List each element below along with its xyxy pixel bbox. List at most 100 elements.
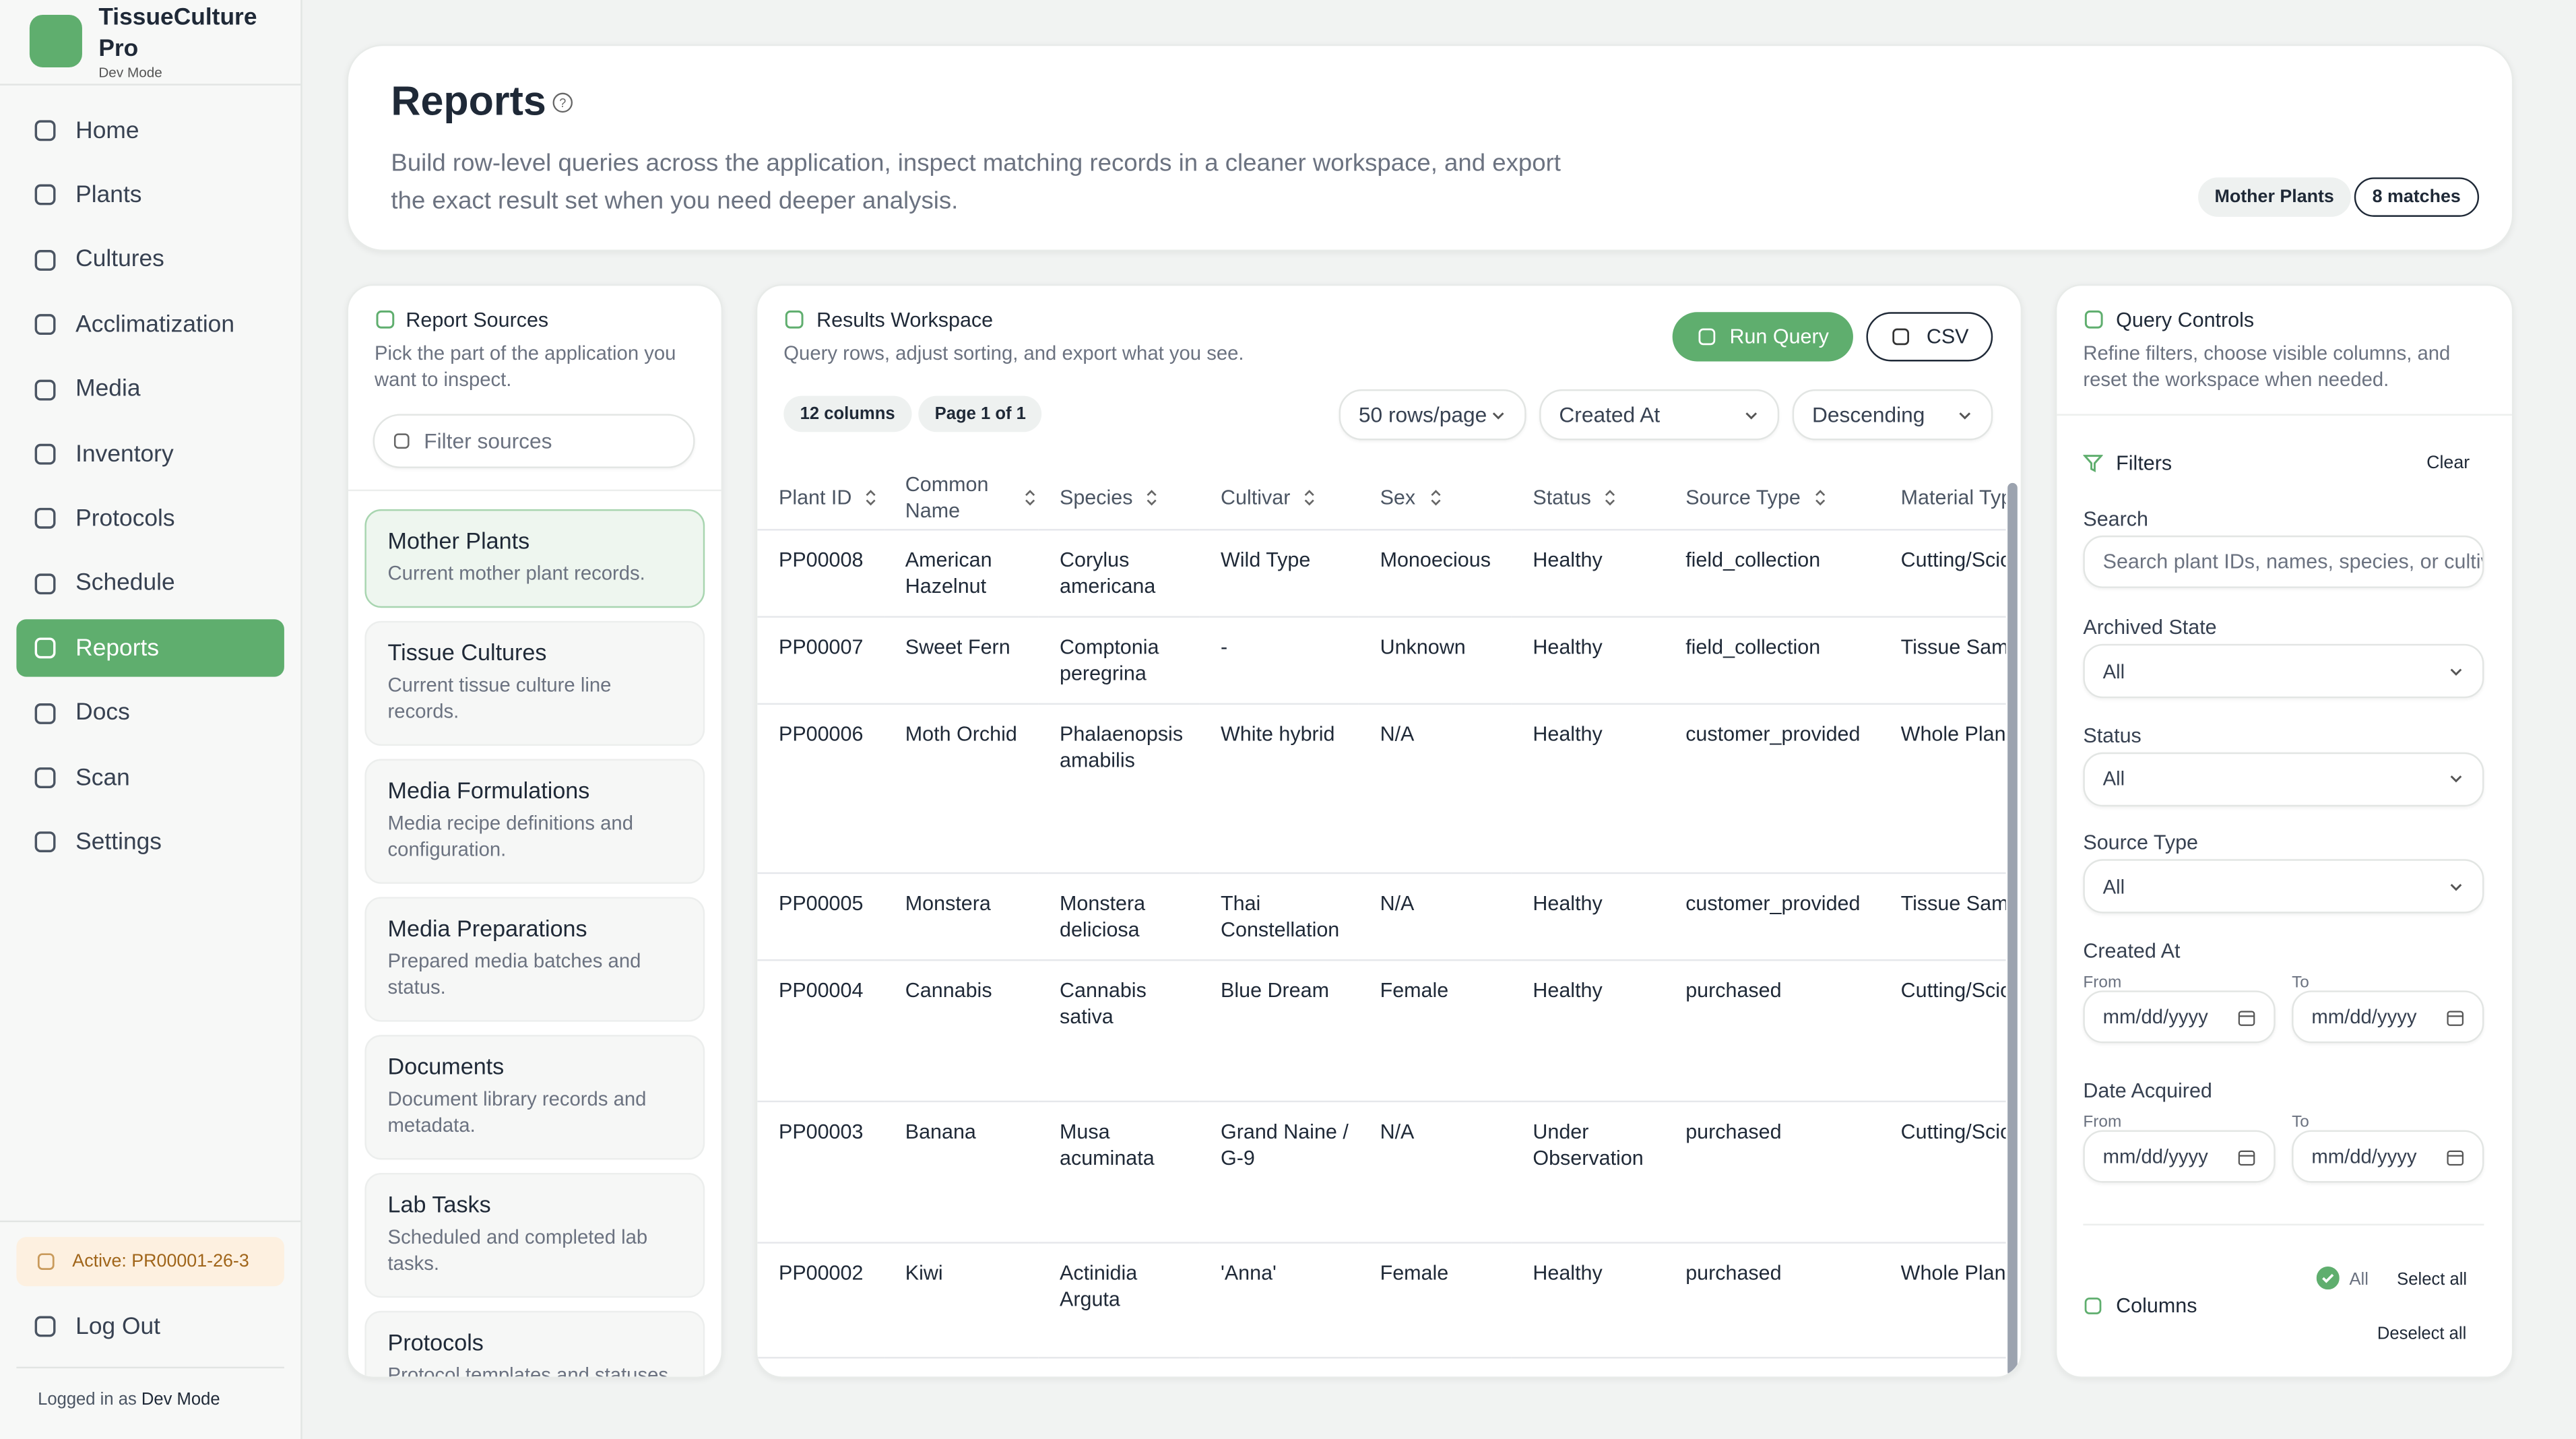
sort-icon[interactable] xyxy=(1146,488,1159,508)
nav-item[interactable]: Home xyxy=(16,102,284,159)
from-label: From xyxy=(2083,1114,2122,1132)
source-item[interactable]: Lab Tasks Scheduled and completed lab tas… xyxy=(364,1172,705,1298)
column-header[interactable]: Common Name xyxy=(884,466,1039,531)
placeholder: mm/dd/yyyy xyxy=(2102,1145,2208,1168)
logout[interactable]: Log Out xyxy=(16,1298,284,1355)
column-header[interactable]: Source Type xyxy=(1664,466,1879,531)
select[interactable]: Descending xyxy=(1792,389,1993,441)
column-header[interactable]: Sex xyxy=(1358,466,1512,531)
icon xyxy=(34,508,56,530)
nav-item[interactable]: Reports xyxy=(16,619,284,678)
table-row[interactable]: PP00003 Banana Musa acuminata Grand Naine /… xyxy=(757,1101,2006,1244)
divider xyxy=(2083,1223,2484,1226)
chevron xyxy=(2450,883,2462,891)
chevron xyxy=(1492,411,1504,419)
calendar-icon[interactable] xyxy=(2446,1008,2464,1026)
nav-item[interactable]: Media xyxy=(16,360,284,418)
sort-icon[interactable] xyxy=(1813,488,1827,508)
cell: Cutting/Scion xyxy=(1879,960,2006,1103)
icon xyxy=(34,832,56,854)
calendar-icon[interactable] xyxy=(2238,1008,2256,1026)
source-item[interactable]: Tissue Cultures Current tissue culture li… xyxy=(364,620,705,746)
table-row[interactable]: PP00007 Sweet Fern Comptonia peregrina - Unk… xyxy=(757,616,2006,705)
sort-icon[interactable] xyxy=(1023,488,1037,507)
search-input[interactable]: Search plant IDs, names, species, or cul… xyxy=(2083,535,2484,588)
logged-in: Logged in as Dev Mode xyxy=(38,1390,220,1409)
app-name: TissueCulture Pro xyxy=(98,5,257,63)
cell: White hybrid xyxy=(1199,703,1359,874)
cell: Monstera xyxy=(884,872,1039,961)
sort-icon[interactable] xyxy=(1429,488,1442,508)
card-title: Results Workspace xyxy=(816,309,994,332)
chevron xyxy=(2450,775,2462,783)
table-row[interactable]: PP00002 Kiwi Actinidia Arguta 'Anna' Female H… xyxy=(757,1242,2006,1359)
icon xyxy=(393,433,410,449)
nav-item[interactable]: Acclimatization xyxy=(16,296,284,353)
nav-item[interactable]: Cultures xyxy=(16,231,284,288)
placeholder: mm/dd/yyyy xyxy=(2102,1005,2208,1029)
icon xyxy=(34,443,56,465)
sort-icon[interactable] xyxy=(1604,488,1617,508)
date-input[interactable]: mm/dd/yyyy xyxy=(2292,1130,2484,1183)
calendar-icon[interactable] xyxy=(2238,1147,2256,1165)
source-description: Media recipe definitions and configurati… xyxy=(387,811,633,861)
scrollbar[interactable] xyxy=(2007,482,2018,1377)
column-header[interactable]: Status xyxy=(1511,466,1665,531)
date-input[interactable]: mm/dd/yyyy xyxy=(2083,1130,2276,1183)
cell: Healthy xyxy=(1511,530,1665,618)
date-input[interactable]: mm/dd/yyyy xyxy=(2083,990,2276,1044)
workspace-card: Results Workspace Query rows, adjust sort… xyxy=(755,284,2023,1378)
logo xyxy=(29,14,82,67)
cell: Phalaenopsis amabilis xyxy=(1038,703,1200,874)
table-row[interactable]: PP00006 Moth Orchid Phalaenopsis amabilis W… xyxy=(757,703,2006,874)
icon xyxy=(1892,328,1909,346)
table-row[interactable]: PP00008 American Hazelnut Corylus american… xyxy=(757,530,2006,618)
table-row[interactable]: PP00004 Cannabis Cannabis sativa Blue Dream… xyxy=(757,960,2006,1103)
source-title: Mother Plants xyxy=(387,527,530,554)
nav-item[interactable]: Plants xyxy=(16,166,284,224)
column-header[interactable]: Cultivar xyxy=(1199,466,1359,531)
select-all[interactable]: Select all xyxy=(2397,1269,2468,1290)
column-header[interactable]: Species xyxy=(1038,466,1200,531)
sort-icon[interactable] xyxy=(1303,488,1317,508)
nav-item[interactable]: Schedule xyxy=(16,555,284,612)
csv-button[interactable]: CSV xyxy=(1866,312,1993,362)
nav-label: Schedule xyxy=(75,570,175,597)
source-item[interactable]: Media Preparations Prepared media batches… xyxy=(364,897,705,1022)
nav-item[interactable]: Inventory xyxy=(16,426,284,483)
select[interactable]: Created At xyxy=(1539,389,1780,441)
nav-item[interactable]: Docs xyxy=(16,684,284,742)
select[interactable]: All xyxy=(2083,751,2484,806)
select[interactable]: All xyxy=(2083,859,2484,914)
field-label: Search xyxy=(2083,507,2148,531)
select[interactable]: 50 rows/page xyxy=(1339,389,1526,441)
source-item[interactable]: Documents Document library records and me… xyxy=(364,1035,705,1160)
calendar-icon[interactable] xyxy=(2446,1147,2464,1165)
nav-label: Acclimatization xyxy=(75,311,235,338)
select-value: All xyxy=(2102,767,2125,790)
select[interactable]: All xyxy=(2083,643,2484,699)
active-project[interactable]: Active: PR00001-26-3 xyxy=(16,1237,284,1287)
source-item[interactable]: Protocols Protocol templates and statuses… xyxy=(364,1310,705,1377)
table-row[interactable]: PP00005 Monstera Monstera deliciosa Thai Co… xyxy=(757,872,2006,961)
deselect-all[interactable]: Deselect all xyxy=(2377,1324,2467,1344)
source-item[interactable]: Mother Plants Current mother plant record… xyxy=(364,509,705,608)
source-title: Protocols xyxy=(387,1329,484,1355)
sort-icon[interactable] xyxy=(865,488,878,508)
help-icon[interactable]: ? xyxy=(552,92,573,114)
icon xyxy=(2084,310,2103,329)
column-header[interactable]: Plant ID xyxy=(757,466,884,531)
header-row: Plant ID Common Name Species Cultivar Sex Sta… xyxy=(757,466,2006,531)
nav-item[interactable]: Protocols xyxy=(16,490,284,548)
run-query-button[interactable]: Run Query xyxy=(1672,312,1853,362)
source-search[interactable]: Filter sources xyxy=(373,414,695,468)
nav-item[interactable]: Scan xyxy=(16,749,284,806)
source-item[interactable]: Media Formulations Media recipe definitio… xyxy=(364,759,705,884)
nav-label: Home xyxy=(75,117,139,144)
clear-button[interactable]: Clear xyxy=(2426,453,2470,474)
cell: N/A xyxy=(1358,1101,1512,1244)
date-input[interactable]: mm/dd/yyyy xyxy=(2292,990,2484,1044)
nav-label: Media xyxy=(75,376,141,403)
nav-item[interactable]: Settings xyxy=(16,814,284,871)
divider xyxy=(2057,414,2512,416)
